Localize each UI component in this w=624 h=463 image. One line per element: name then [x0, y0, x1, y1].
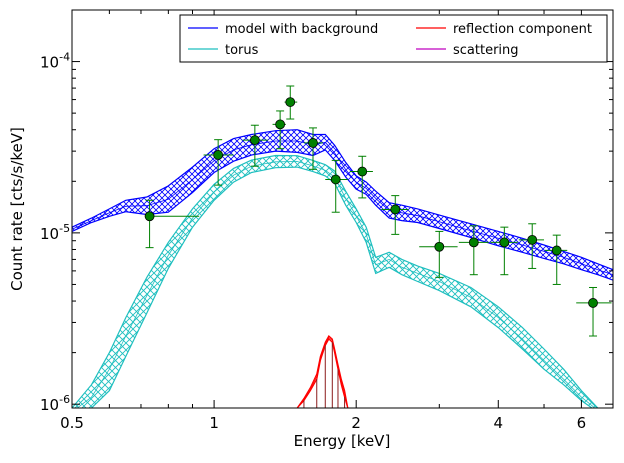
legend-label: model with background	[225, 22, 378, 37]
x-tick-label: 6	[577, 414, 587, 432]
x-tick-label: 4	[494, 414, 504, 432]
data-point	[434, 241, 445, 252]
data-point	[308, 138, 318, 148]
legend-box	[179, 14, 608, 63]
x-axis-label: Energy [keV]	[294, 432, 391, 450]
x-tick-label: 2	[351, 414, 361, 432]
data-point	[249, 135, 260, 145]
data-point	[468, 237, 479, 248]
model-with-background-mid-line	[72, 140, 613, 276]
model-with-background-band	[72, 129, 613, 281]
data-point	[551, 245, 562, 256]
reflection-component-upper-line	[296, 335, 349, 408]
x-tick-label: 1	[209, 414, 219, 432]
data-point	[499, 237, 510, 248]
plot-frame	[71, 9, 614, 409]
data-point	[144, 211, 155, 222]
legend-label: reflection component	[453, 22, 592, 37]
y-tick-label: 10-4	[40, 51, 70, 72]
reflection-component-mid-line	[296, 336, 349, 408]
torus-mid-line	[76, 161, 596, 408]
data-point	[527, 234, 538, 245]
legend: model with background reflection componen…	[179, 14, 608, 63]
y-tick-label: 10-5	[40, 222, 70, 243]
data-point	[390, 204, 401, 215]
y-axis-label: Count rate [cts/s/keV]	[8, 127, 26, 291]
model-with-background-upper-line	[72, 129, 613, 271]
y-tick-label: 10-6	[40, 393, 70, 414]
legend-label: scattering	[453, 43, 519, 58]
data-point	[330, 174, 341, 185]
model-with-background-lower-line	[72, 149, 613, 281]
torus-upper-line	[72, 154, 600, 408]
x-tick-label: 0.5	[60, 414, 84, 432]
legend-label: torus	[225, 43, 259, 58]
data-point	[357, 166, 368, 177]
data-point	[213, 150, 224, 160]
data-point	[588, 298, 598, 308]
data-point	[275, 119, 286, 130]
reflection-component-lower-line	[296, 338, 349, 408]
data-point	[285, 97, 296, 107]
torus-lower-line	[89, 166, 594, 408]
